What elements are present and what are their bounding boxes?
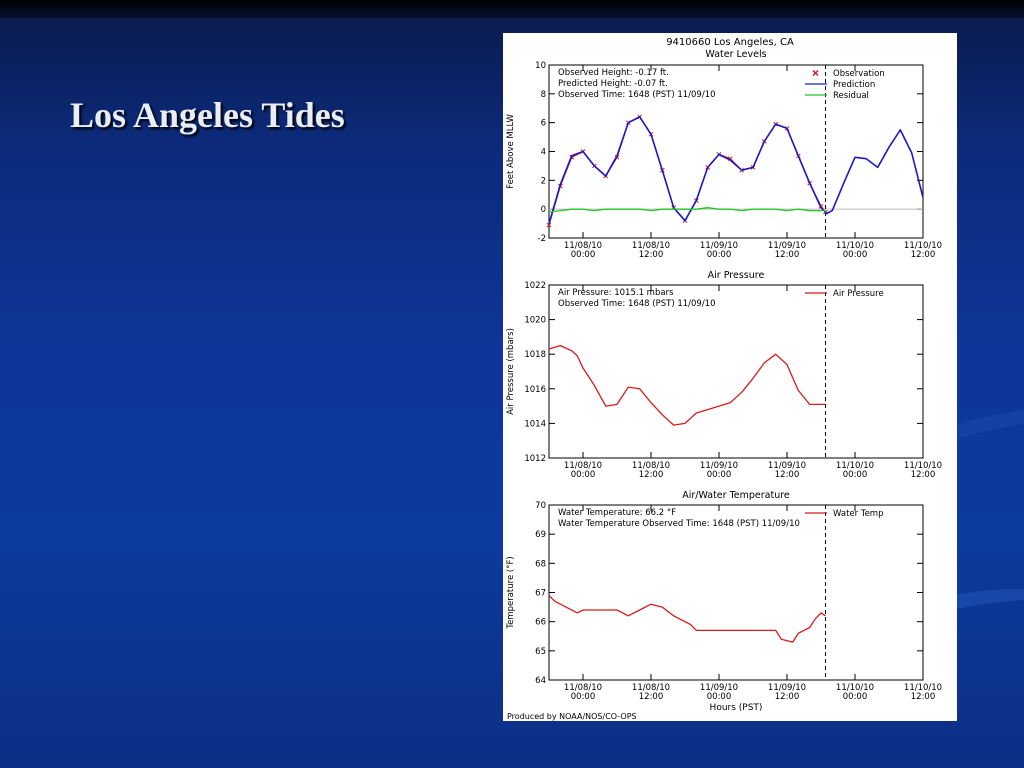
air-pressure-xtick-label: 12:00 (775, 470, 800, 480)
air-pressure-xtick-label: 12:00 (639, 470, 664, 480)
temperature-ytick-label: 67 (535, 589, 546, 599)
air-pressure-info-text: Observed Time: 1648 (PST) 11/09/10 (558, 299, 716, 309)
air-pressure-xtick-label: 11/09/10 (768, 461, 806, 471)
temperature-title: Air/Water Temperature (682, 490, 790, 501)
air-pressure-ytick-label: 1012 (524, 454, 546, 464)
air-pressure-series-air-pressure (548, 344, 826, 426)
air-pressure-xtick-label: 00:00 (571, 470, 596, 480)
temperature-ytick-label: 69 (535, 530, 546, 540)
water-levels-ytick-label: 4 (541, 148, 546, 158)
temperature-ytick-label: 68 (535, 559, 546, 569)
water-levels-xtick-label: 12:00 (639, 250, 664, 260)
air-pressure-xtick-label: 11/10/10 (836, 461, 874, 471)
air-pressure-title: Air Pressure (708, 270, 765, 281)
temperature-xtick-label: 00:00 (571, 692, 596, 702)
water-levels-legend-label: Residual (833, 91, 869, 101)
water-levels-xtick-label: 00:00 (707, 250, 732, 260)
water-levels-info-text: Observed Time: 1648 (PST) 11/09/10 (558, 90, 716, 100)
temperature-xtick-label: 11/09/10 (768, 683, 806, 693)
air-pressure-xtick-label: 00:00 (707, 470, 732, 480)
temperature-ylabel: Temperature (°F) (506, 556, 516, 629)
water-levels-legend-label: Prediction (833, 80, 875, 90)
air-pressure-xtick-label: 00:00 (843, 470, 868, 480)
temperature-ytick-label: 65 (535, 647, 546, 657)
air-pressure-frame (548, 284, 924, 459)
air-pressure-xtick-label: 11/10/10 (904, 461, 942, 471)
water-levels-ytick-label: 2 (541, 176, 546, 186)
water-levels-ylabel: Feet Above MLLW (506, 114, 516, 189)
temperature-xlabel: Hours (PST) (710, 703, 763, 713)
temperature-xtick-label: 11/10/10 (904, 683, 942, 693)
water-levels-title: Water Levels (705, 49, 766, 60)
air-pressure-xtick-label: 12:00 (911, 470, 936, 480)
temperature-frame (548, 504, 924, 681)
temperature-ytick-label: 70 (535, 501, 546, 511)
slide-title: Los Angeles Tides (70, 95, 345, 135)
air-pressure-ytick-label: 1014 (524, 419, 546, 429)
air-pressure-ytick-label: 1022 (524, 281, 546, 291)
temperature-xtick-label: 12:00 (639, 692, 664, 702)
temperature-xtick-label: 00:00 (707, 692, 732, 702)
temperature-info-text: Water Temperature: 66.2 °F (558, 508, 676, 518)
water-levels-xtick-label: 12:00 (775, 250, 800, 260)
temperature-legend-label: Water Temp (833, 509, 883, 519)
temperature-series-water-temp (548, 594, 826, 643)
water-levels-series-residual (548, 207, 826, 213)
water-levels-observation-marker (546, 222, 552, 228)
water-levels-legend-label: Observation (833, 69, 885, 79)
temperature-ytick-label: 64 (535, 676, 546, 686)
air-pressure-info-text: Air Pressure: 1015.1 mbars (558, 288, 674, 298)
temperature-ytick-label: 66 (535, 618, 546, 628)
top-band (0, 0, 1024, 18)
water-levels-info-text: Predicted Height: -0.07 ft. (558, 79, 668, 89)
water-levels-ytick-label: 0 (541, 205, 546, 215)
water-levels-ytick-label: 8 (541, 90, 546, 100)
temperature-xtick-label: 12:00 (775, 692, 800, 702)
temperature-info-text: Water Temperature Observed Time: 1648 (P… (558, 519, 800, 529)
water-levels-xtick-label: 11/08/10 (632, 241, 670, 251)
temperature-xtick-label: 11/09/10 (700, 683, 738, 693)
water-levels-xtick-label: 11/09/10 (700, 241, 738, 251)
temperature-xtick-label: 12:00 (911, 692, 936, 702)
air-pressure-xtick-label: 11/08/10 (632, 461, 670, 471)
noaa-figure-canvas: 9410660 Los Angeles, CA Produced by NOAA… (506, 37, 942, 721)
water-levels-xtick-label: 11/08/10 (564, 241, 602, 251)
temperature-xtick-label: 00:00 (843, 692, 868, 702)
water-levels-ytick-label: 6 (541, 119, 546, 129)
air-pressure-xtick-label: 11/09/10 (700, 461, 738, 471)
water-levels-info-text: Observed Height: -0.17 ft. (558, 68, 669, 78)
water-levels-xtick-label: 00:00 (843, 250, 868, 260)
air-pressure-ylabel: Air Pressure (mbars) (506, 328, 516, 415)
water-levels-xtick-label: 00:00 (571, 250, 596, 260)
air-pressure-ytick-label: 1018 (524, 350, 546, 360)
water-levels-xtick-label: 11/09/10 (768, 241, 806, 251)
temperature-xtick-label: 11/08/10 (564, 683, 602, 693)
temperature-xtick-label: 11/10/10 (836, 683, 874, 693)
water-levels-series-prediction (548, 116, 924, 224)
water-levels-xtick-label: 11/10/10 (836, 241, 874, 251)
water-levels-xtick-label: 12:00 (911, 250, 936, 260)
water-levels-legend-marker (812, 69, 819, 77)
temperature-xtick-label: 11/08/10 (632, 683, 670, 693)
water-levels-ytick-label: 10 (535, 61, 546, 71)
air-pressure-ytick-label: 1016 (524, 385, 546, 395)
air-pressure-legend-label: Air Pressure (833, 289, 884, 299)
water-levels-ytick-label: -2 (538, 234, 546, 244)
figure-title: 9410660 Los Angeles, CA (666, 37, 794, 48)
air-pressure-xtick-label: 11/08/10 (564, 461, 602, 471)
water-levels-xtick-label: 11/10/10 (904, 241, 942, 251)
figure-footer: Produced by NOAA/NOS/CO-OPS (507, 712, 637, 721)
noaa-figure: 9410660 Los Angeles, CA Produced by NOAA… (503, 33, 957, 721)
air-pressure-ytick-label: 1020 (524, 316, 546, 326)
